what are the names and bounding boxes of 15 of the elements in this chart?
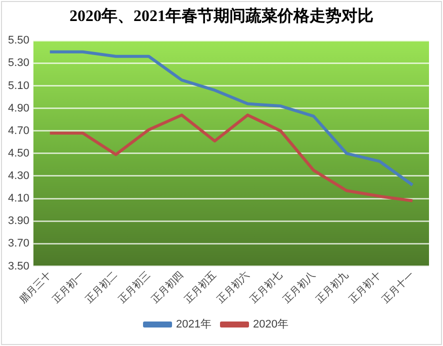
y-tick-label: 5.30	[8, 57, 30, 70]
y-tick-label: 4.70	[8, 124, 30, 137]
chart-title: 2020年、2021年春节期间蔬菜价格走势对比	[68, 6, 374, 27]
legend-label: 2021年	[176, 318, 212, 331]
y-tick-label: 4.30	[8, 170, 30, 182]
y-tick-label: 3.70	[8, 238, 30, 250]
y-tick-label: 5.50	[8, 34, 30, 47]
legend-label: 2020年	[253, 318, 288, 331]
y-tick-label: 5.10	[8, 80, 30, 92]
y-tick-label: 3.90	[8, 215, 30, 228]
y-tick-label: 4.50	[8, 147, 30, 160]
x-tick-label: 正月十一	[380, 268, 416, 306]
y-tick-label: 4.10	[8, 192, 30, 205]
x-tick-label: 正月初九	[314, 268, 351, 306]
y-tick-label: 4.90	[8, 102, 30, 114]
